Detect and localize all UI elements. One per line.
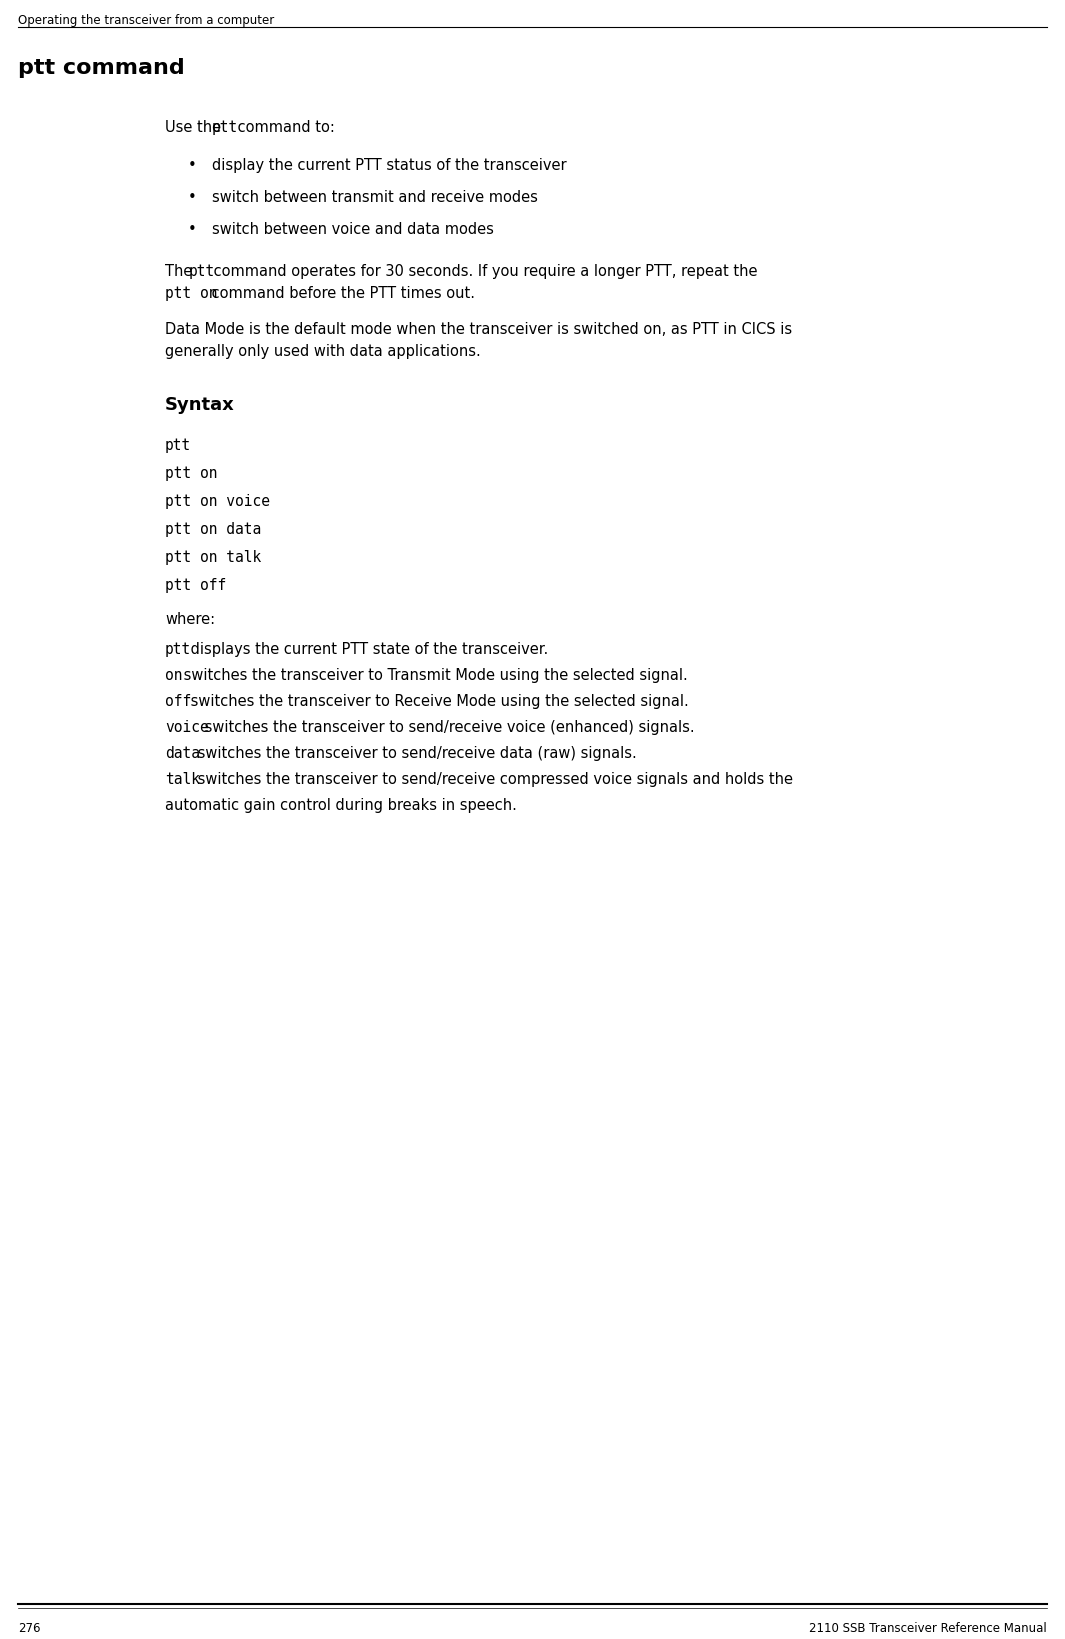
Text: ptt command: ptt command (18, 57, 184, 79)
Text: switches the transceiver to send/receive voice (enhanced) signals.: switches the transceiver to send/receive… (200, 720, 694, 734)
Text: off: off (165, 693, 192, 710)
Text: ptt: ptt (212, 120, 239, 134)
Text: on: on (165, 669, 182, 683)
Text: data: data (165, 746, 200, 760)
Text: voice: voice (165, 720, 209, 734)
Text: switch between transmit and receive modes: switch between transmit and receive mode… (212, 190, 538, 205)
Text: Operating the transceiver from a computer: Operating the transceiver from a compute… (18, 15, 275, 26)
Text: •: • (189, 157, 197, 174)
Text: display the current PTT status of the transceiver: display the current PTT status of the tr… (212, 157, 567, 174)
Text: command operates for 30 seconds. If you require a longer PTT, repeat the: command operates for 30 seconds. If you … (210, 264, 758, 279)
Text: automatic gain control during breaks in speech.: automatic gain control during breaks in … (165, 798, 517, 813)
Text: Data Mode is the default mode when the transceiver is switched on, as PTT in CIC: Data Mode is the default mode when the t… (165, 321, 792, 338)
Text: command before the PTT times out.: command before the PTT times out. (207, 285, 475, 302)
Text: 276: 276 (18, 1623, 40, 1636)
Text: ptt on voice: ptt on voice (165, 493, 271, 510)
Text: Syntax: Syntax (165, 397, 234, 415)
Text: switch between voice and data modes: switch between voice and data modes (212, 221, 494, 238)
Text: ptt: ptt (189, 264, 215, 279)
Text: ptt off: ptt off (165, 579, 226, 593)
Text: •: • (189, 221, 197, 238)
Text: •: • (189, 190, 197, 205)
Text: ptt: ptt (165, 642, 192, 657)
Text: ptt on talk: ptt on talk (165, 551, 261, 565)
Text: displays the current PTT state of the transceiver.: displays the current PTT state of the tr… (186, 642, 548, 657)
Text: switches the transceiver to send/receive compressed voice signals and holds the: switches the transceiver to send/receive… (193, 772, 793, 787)
Text: generally only used with data applications.: generally only used with data applicatio… (165, 344, 480, 359)
Text: ptt: ptt (165, 438, 192, 452)
Text: where:: where: (165, 611, 215, 628)
Text: switches the transceiver to Transmit Mode using the selected signal.: switches the transceiver to Transmit Mod… (179, 669, 688, 683)
Text: 2110 SSB Transceiver Reference Manual: 2110 SSB Transceiver Reference Manual (809, 1623, 1047, 1636)
Text: command to:: command to: (233, 120, 334, 134)
Text: The: The (165, 264, 197, 279)
Text: talk: talk (165, 772, 200, 787)
Text: ptt on: ptt on (165, 285, 217, 302)
Text: switches the transceiver to Receive Mode using the selected signal.: switches the transceiver to Receive Mode… (186, 693, 689, 710)
Text: switches the transceiver to send/receive data (raw) signals.: switches the transceiver to send/receive… (193, 746, 637, 760)
Text: ptt on data: ptt on data (165, 521, 261, 538)
Text: ptt on: ptt on (165, 465, 217, 480)
Text: Use the: Use the (165, 120, 226, 134)
